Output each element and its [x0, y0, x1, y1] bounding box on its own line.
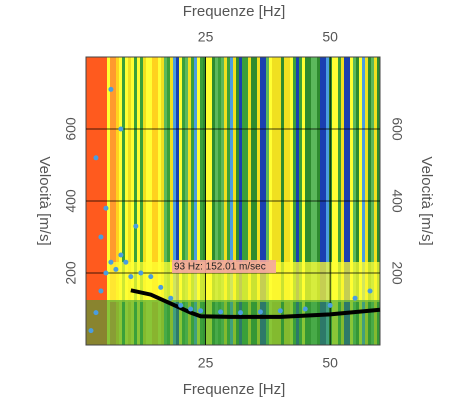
y-tick-label-right: 600: [389, 117, 405, 141]
pick-point: [93, 310, 99, 316]
y-tick-label-left: 600: [63, 117, 79, 141]
pick-point: [88, 328, 94, 334]
y-tick-label-left: 400: [63, 189, 79, 213]
pick-point: [103, 270, 109, 276]
pick-point: [138, 270, 144, 276]
pick-point: [367, 288, 373, 294]
pick-point: [188, 306, 194, 312]
pick-point: [93, 155, 99, 161]
pick-point: [257, 309, 263, 315]
y-axis-title-right: Velocità [m/s]: [418, 156, 435, 245]
pick-point: [178, 302, 184, 308]
y-tick-label-right: 200: [389, 261, 405, 285]
pick-point: [113, 266, 119, 272]
pick-point: [198, 308, 204, 314]
spectrum-bottom-band: [86, 300, 380, 345]
pick-point: [327, 302, 333, 308]
y-axis-title-left: Velocità [m/s]: [36, 156, 53, 245]
dispersion-curve: [130, 288, 381, 319]
pick-point: [133, 223, 139, 229]
pick-point: [123, 259, 129, 265]
x-tick-label-bottom: 25: [198, 355, 214, 371]
x-tick-label-top: 25: [198, 29, 214, 45]
y-tick-label-right: 400: [389, 189, 405, 213]
x-axis-title-bottom: Frequenze [Hz]: [183, 381, 286, 398]
annotation: 93 Hz: 152.01 m/sec: [174, 262, 266, 273]
pick-point: [108, 86, 114, 92]
y-tick-label-left: 200: [63, 261, 79, 285]
pick-point: [158, 284, 164, 290]
x-tick-label-top: 50: [322, 29, 338, 45]
annotation-box: [172, 260, 276, 273]
pick-point: [168, 295, 174, 301]
pick-point: [237, 310, 243, 316]
pick-point: [218, 309, 224, 315]
pick-point: [148, 274, 154, 280]
pick-point: [118, 126, 124, 132]
x-tick-label-bottom: 50: [322, 355, 338, 371]
pick-point: [108, 259, 114, 265]
pick-point: [103, 205, 109, 211]
pick-point: [98, 234, 104, 240]
x-axis-title-top: Frequenze [Hz]: [183, 3, 286, 20]
pick-point: [128, 274, 134, 280]
pick-point: [302, 306, 308, 312]
pick-point: [118, 252, 124, 258]
pick-point: [98, 288, 104, 294]
pick-point: [352, 295, 358, 301]
pick-point: [277, 308, 283, 314]
